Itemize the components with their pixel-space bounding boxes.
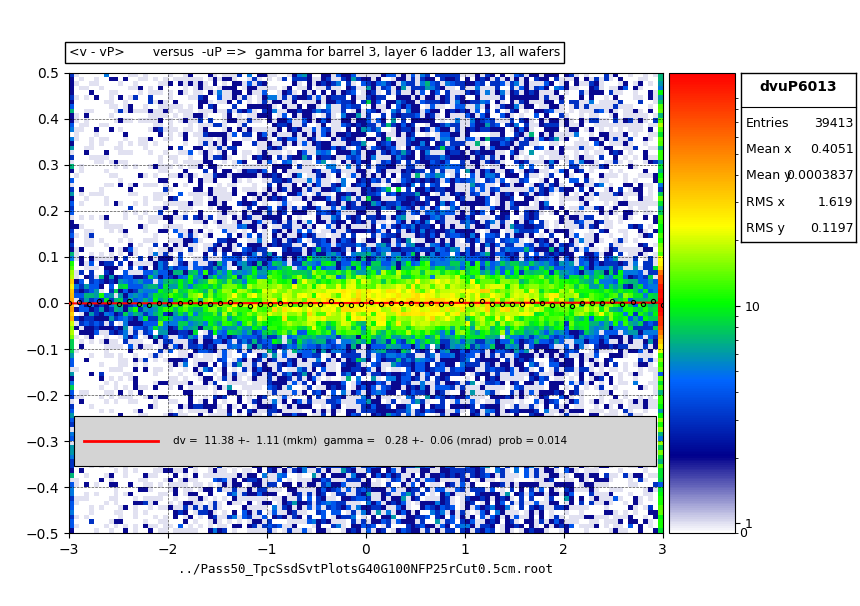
Text: Mean x: Mean x bbox=[746, 143, 791, 156]
Text: 0.4051: 0.4051 bbox=[809, 143, 853, 156]
Text: 39413: 39413 bbox=[814, 117, 853, 130]
Text: 1.619: 1.619 bbox=[818, 196, 853, 208]
Text: <v - vP>       versus  -uP =>  gamma for barrel 3, layer 6 ladder 13, all wafers: <v - vP> versus -uP => gamma for barrel … bbox=[69, 46, 560, 59]
Text: dv =  11.38 +-  1.11 (mkm)  gamma =   0.28 +-  0.06 (mrad)  prob = 0.014: dv = 11.38 +- 1.11 (mkm) gamma = 0.28 +-… bbox=[173, 436, 567, 446]
Text: RMS y: RMS y bbox=[746, 222, 785, 235]
X-axis label: ../Pass50_TpcSsdSvtPlotsG40G100NFP25rCut0.5cm.root: ../Pass50_TpcSsdSvtPlotsG40G100NFP25rCut… bbox=[178, 562, 553, 576]
Text: Mean y: Mean y bbox=[746, 170, 791, 182]
Text: Entries: Entries bbox=[746, 117, 789, 130]
Text: 0.0003837: 0.0003837 bbox=[786, 170, 853, 182]
Text: dvuP6013: dvuP6013 bbox=[759, 79, 838, 93]
Text: 0: 0 bbox=[740, 527, 747, 540]
Text: RMS x: RMS x bbox=[746, 196, 785, 208]
Text: 0.1197: 0.1197 bbox=[810, 222, 853, 235]
Bar bbox=[74, 416, 656, 467]
